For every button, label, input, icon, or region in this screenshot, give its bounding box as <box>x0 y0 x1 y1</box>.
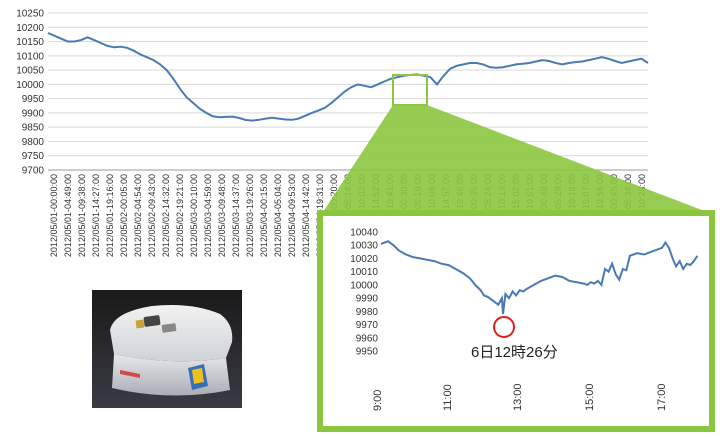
main-chart-gridlines <box>48 12 648 171</box>
zoom-x-tick-label: 15:00 <box>584 383 596 411</box>
main-x-tick-label: 2012/05/02-00:05:00 <box>119 174 129 257</box>
main-x-tick-label: 2012/05/02-14:32:00 <box>161 174 171 257</box>
main-y-tick-label: 10050 <box>16 66 44 77</box>
main-x-tick-label: 2012/05/01-04:49:00 <box>63 174 73 257</box>
minimum-marker-circle <box>493 316 515 338</box>
main-y-tick-label: 9850 <box>22 123 45 134</box>
main-x-tick-label: 2012/05/04-14:42:00 <box>301 174 311 257</box>
zoom-y-tick-label: 10030 <box>350 241 378 252</box>
zoom-y-tick-label: 9970 <box>356 320 379 331</box>
main-y-tick-label: 10100 <box>16 51 44 62</box>
zoom-y-tick-label: 10040 <box>350 228 378 239</box>
zoom-chart-x-axis: 9:00 11:00 13:00 15:00 17:00 <box>372 383 668 411</box>
main-y-tick-label: 9800 <box>22 137 45 148</box>
main-y-tick-label: 10000 <box>16 80 44 91</box>
main-x-tick-label: 2012/05/01-09:38:00 <box>77 174 87 257</box>
main-y-tick-label: 10250 <box>16 9 44 20</box>
zoom-x-tick-label: 13:00 <box>512 383 524 411</box>
zoom-callout-connector <box>321 105 715 215</box>
main-x-tick-label: 2012/05/03-00:10:00 <box>189 174 199 257</box>
minimum-annotation: 6日12時26分 <box>471 344 558 361</box>
zoom-y-tick-label: 10000 <box>350 280 378 291</box>
main-y-tick-label: 9750 <box>22 151 45 162</box>
main-x-tick-label: 2012/05/01-14:27:00 <box>91 174 101 257</box>
zoom-chart-series-line <box>380 240 699 315</box>
device-photo <box>92 290 242 408</box>
zoom-y-tick-label: 9990 <box>356 294 379 305</box>
main-y-tick-label: 10150 <box>16 37 44 48</box>
zoom-y-tick-label: 9950 <box>356 347 379 358</box>
zoom-panel: 10040 10030 10020 10010 10000 9990 9980 9970 996… <box>317 210 715 432</box>
zoom-x-tick-label: 17:00 <box>656 383 668 411</box>
zoom-chart-y-axis: 10040 10030 10020 10010 10000 9990 9980 9970 996… <box>350 228 378 358</box>
zoom-x-tick-label: 9:00 <box>372 390 384 411</box>
main-y-tick-label: 9950 <box>22 94 45 105</box>
main-x-tick-label: 2012/05/04-09:53:00 <box>287 174 297 257</box>
zoom-selection-box <box>392 74 428 106</box>
zoom-y-tick-label: 10020 <box>350 254 378 265</box>
main-chart-series-line <box>47 32 649 122</box>
main-x-tick-label: 2012/05/03-19:26:00 <box>245 174 255 257</box>
main-x-tick-label: 2012/05/02-09:43:00 <box>147 174 157 257</box>
main-y-tick-label: 9700 <box>22 166 45 177</box>
zoom-x-tick-label: 11:00 <box>442 384 454 411</box>
main-chart-y-axis: 10250 10200 10150 10100 10050 10000 9950 9900 98… <box>16 9 44 177</box>
main-x-tick-label: 2012/05/03-14:37:00 <box>231 174 241 257</box>
zoom-chart: 10040 10030 10020 10010 10000 9990 9980 9970 996… <box>350 228 699 411</box>
main-x-tick-label: 2012/05/04-00:15:00 <box>259 174 269 257</box>
main-x-tick-label: 2012/05/02-04:54:00 <box>133 174 143 257</box>
main-y-tick-label: 10200 <box>16 23 44 34</box>
main-x-tick-label: 2012/05/03-04:59:00 <box>203 174 213 257</box>
main-x-tick-label: 2012/05/01-19:16:00 <box>105 174 115 257</box>
main-x-tick-label: 2012/05/03-09:48:00 <box>217 174 227 257</box>
main-x-tick-label: 2012/05/04-05:04:00 <box>273 174 283 257</box>
main-y-tick-label: 9900 <box>22 108 45 119</box>
main-x-tick-label: 2012/05/01-00:00:00 <box>49 174 59 257</box>
zoom-y-tick-label: 10010 <box>350 267 378 278</box>
main-x-tick-label: 2012/05/02-19:21:00 <box>175 174 185 257</box>
zoom-y-tick-label: 9980 <box>356 307 379 318</box>
zoom-y-tick-label: 9960 <box>356 333 379 344</box>
